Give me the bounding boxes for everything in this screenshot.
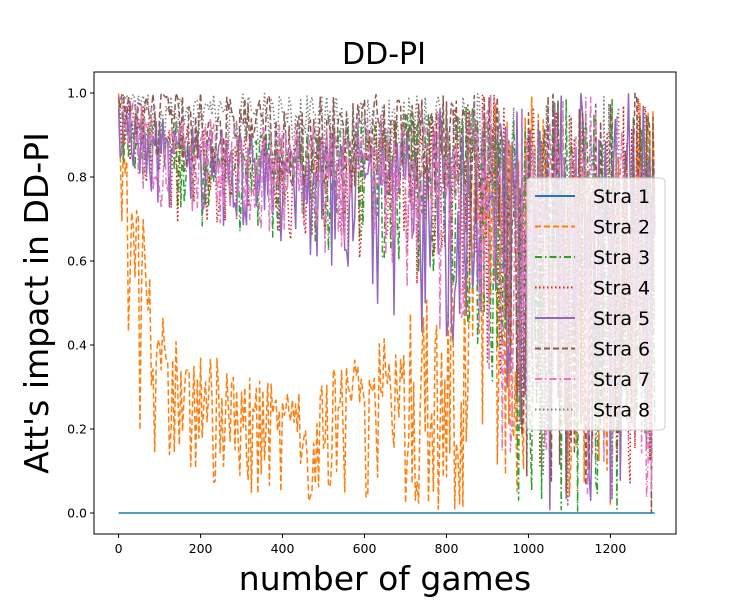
y-tick-label: 0.4: [67, 338, 87, 353]
x-tick-label: 400: [271, 541, 295, 556]
legend-entry-label: Stra 2: [593, 217, 650, 239]
plot-frame: [93, 71, 677, 535]
x-axis: 0 200 400 600 800 1000 1200: [115, 534, 627, 556]
y-tick-label: 1.0: [67, 86, 87, 101]
legend-entry-label: Stra 4: [593, 278, 650, 300]
legend-entry-label: Stra 8: [593, 400, 650, 422]
series-line-2: [117, 93, 656, 510]
legend-entry-label: Stra 3: [593, 247, 650, 269]
x-tick-label: 1000: [513, 541, 545, 556]
x-tick-label: 800: [435, 541, 459, 556]
legend-entry-label: Stra 1: [593, 186, 650, 208]
legend-entry-label: Stra 6: [593, 339, 650, 361]
legend-entry-label: Stra 7: [593, 369, 650, 391]
legend: Stra 1 Stra 2 Stra 3 Stra 4 Stra 5 Stra 6 Stra…: [526, 177, 666, 431]
x-tick-label: 1200: [595, 541, 627, 556]
x-tick-label: 200: [189, 541, 213, 556]
y-tick-label: 0.6: [67, 254, 87, 269]
x-axis-label: number of games: [239, 559, 531, 598]
x-tick-label: 0: [115, 541, 123, 556]
y-axis-label: Att's impact in DD-PI: [17, 132, 56, 474]
chart-title: DD-PI: [342, 37, 426, 72]
series-line-8: [117, 92, 656, 508]
y-tick-label: 0.0: [67, 506, 87, 521]
y-axis: 0.0 0.2 0.4 0.6 0.8 1.0: [67, 86, 94, 521]
y-tick-label: 0.8: [67, 170, 87, 185]
y-tick-label: 0.2: [67, 422, 87, 437]
legend-box: [526, 177, 666, 431]
legend-entry-label: Stra 5: [593, 308, 650, 330]
x-tick-label: 600: [353, 541, 377, 556]
